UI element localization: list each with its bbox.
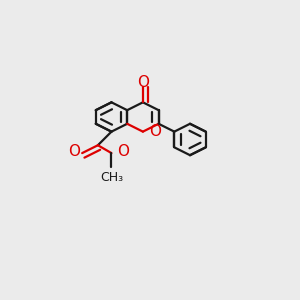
Text: CH₃: CH₃ [100, 171, 123, 184]
Text: O: O [137, 75, 149, 90]
Text: O: O [149, 124, 161, 139]
Text: O: O [117, 144, 129, 159]
Text: O: O [68, 144, 80, 159]
